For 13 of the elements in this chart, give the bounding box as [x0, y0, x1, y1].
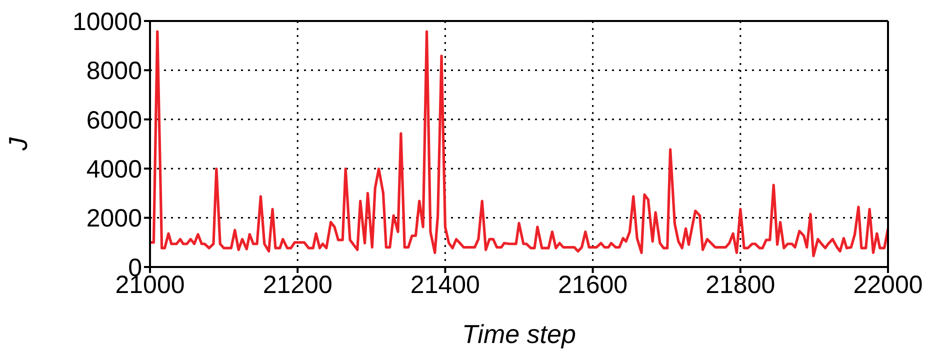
y-tick-label: 8000	[86, 57, 142, 86]
x-tick-label: 21200	[262, 270, 332, 299]
x-axis-title: Time step	[462, 319, 576, 349]
y-axis-title: J	[3, 136, 34, 152]
line-series	[150, 30, 888, 258]
x-tick-label: 21400	[410, 270, 480, 299]
y-tick-label: 10000	[72, 8, 142, 36]
y-tick-label: 4000	[86, 155, 142, 184]
y-tick-label: 2000	[86, 204, 142, 233]
x-tick-label: 21800	[706, 270, 776, 299]
x-tick-label: 22000	[853, 270, 923, 299]
y-tick-label: 6000	[86, 106, 142, 134]
x-tick-label: 21600	[558, 270, 628, 299]
